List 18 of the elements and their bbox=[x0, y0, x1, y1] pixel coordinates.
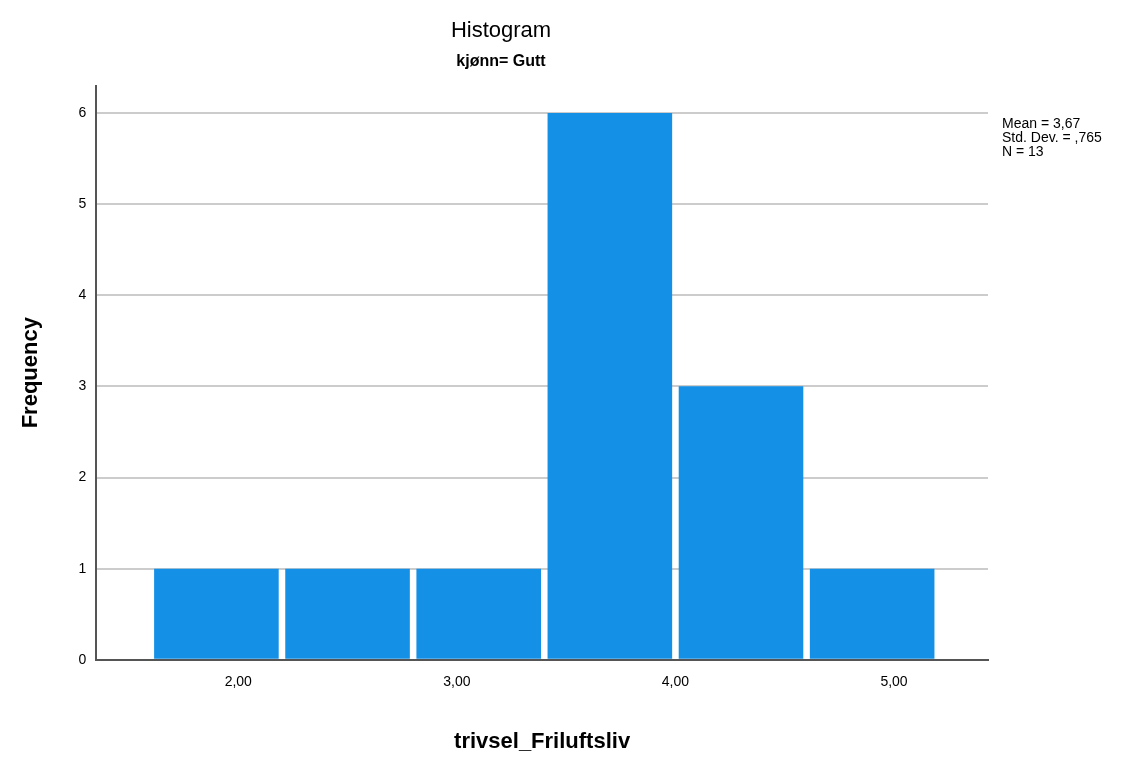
text: Mean = 3,67 bbox=[1002, 115, 1081, 132]
y-tick-label: 1 bbox=[78, 559, 87, 576]
x-tick-label: 4,00 bbox=[661, 673, 690, 690]
y-axis-title: Frequency bbox=[17, 316, 43, 429]
y-tick-label: 0 bbox=[78, 650, 87, 667]
x-tick-label: 5,00 bbox=[880, 673, 908, 690]
x-axis-title: trivsel_Friluftsliv bbox=[454, 727, 631, 753]
y-tick-label: 4 bbox=[78, 286, 87, 303]
chart-subtitle: kjønn= Gutt bbox=[456, 52, 547, 70]
y-tick-label: 3 bbox=[78, 377, 87, 394]
text: N = 13 bbox=[1002, 143, 1044, 160]
chart-title: Histogram bbox=[450, 17, 552, 43]
x-tick-label: 2,00 bbox=[224, 673, 253, 690]
y-tick-label: 6 bbox=[78, 103, 87, 120]
text: Std. Dev. = ,765 bbox=[1002, 129, 1102, 146]
y-tick-label: 2 bbox=[78, 468, 87, 485]
x-tick-label: 3,00 bbox=[443, 673, 471, 690]
y-tick-label: 5 bbox=[78, 194, 87, 211]
